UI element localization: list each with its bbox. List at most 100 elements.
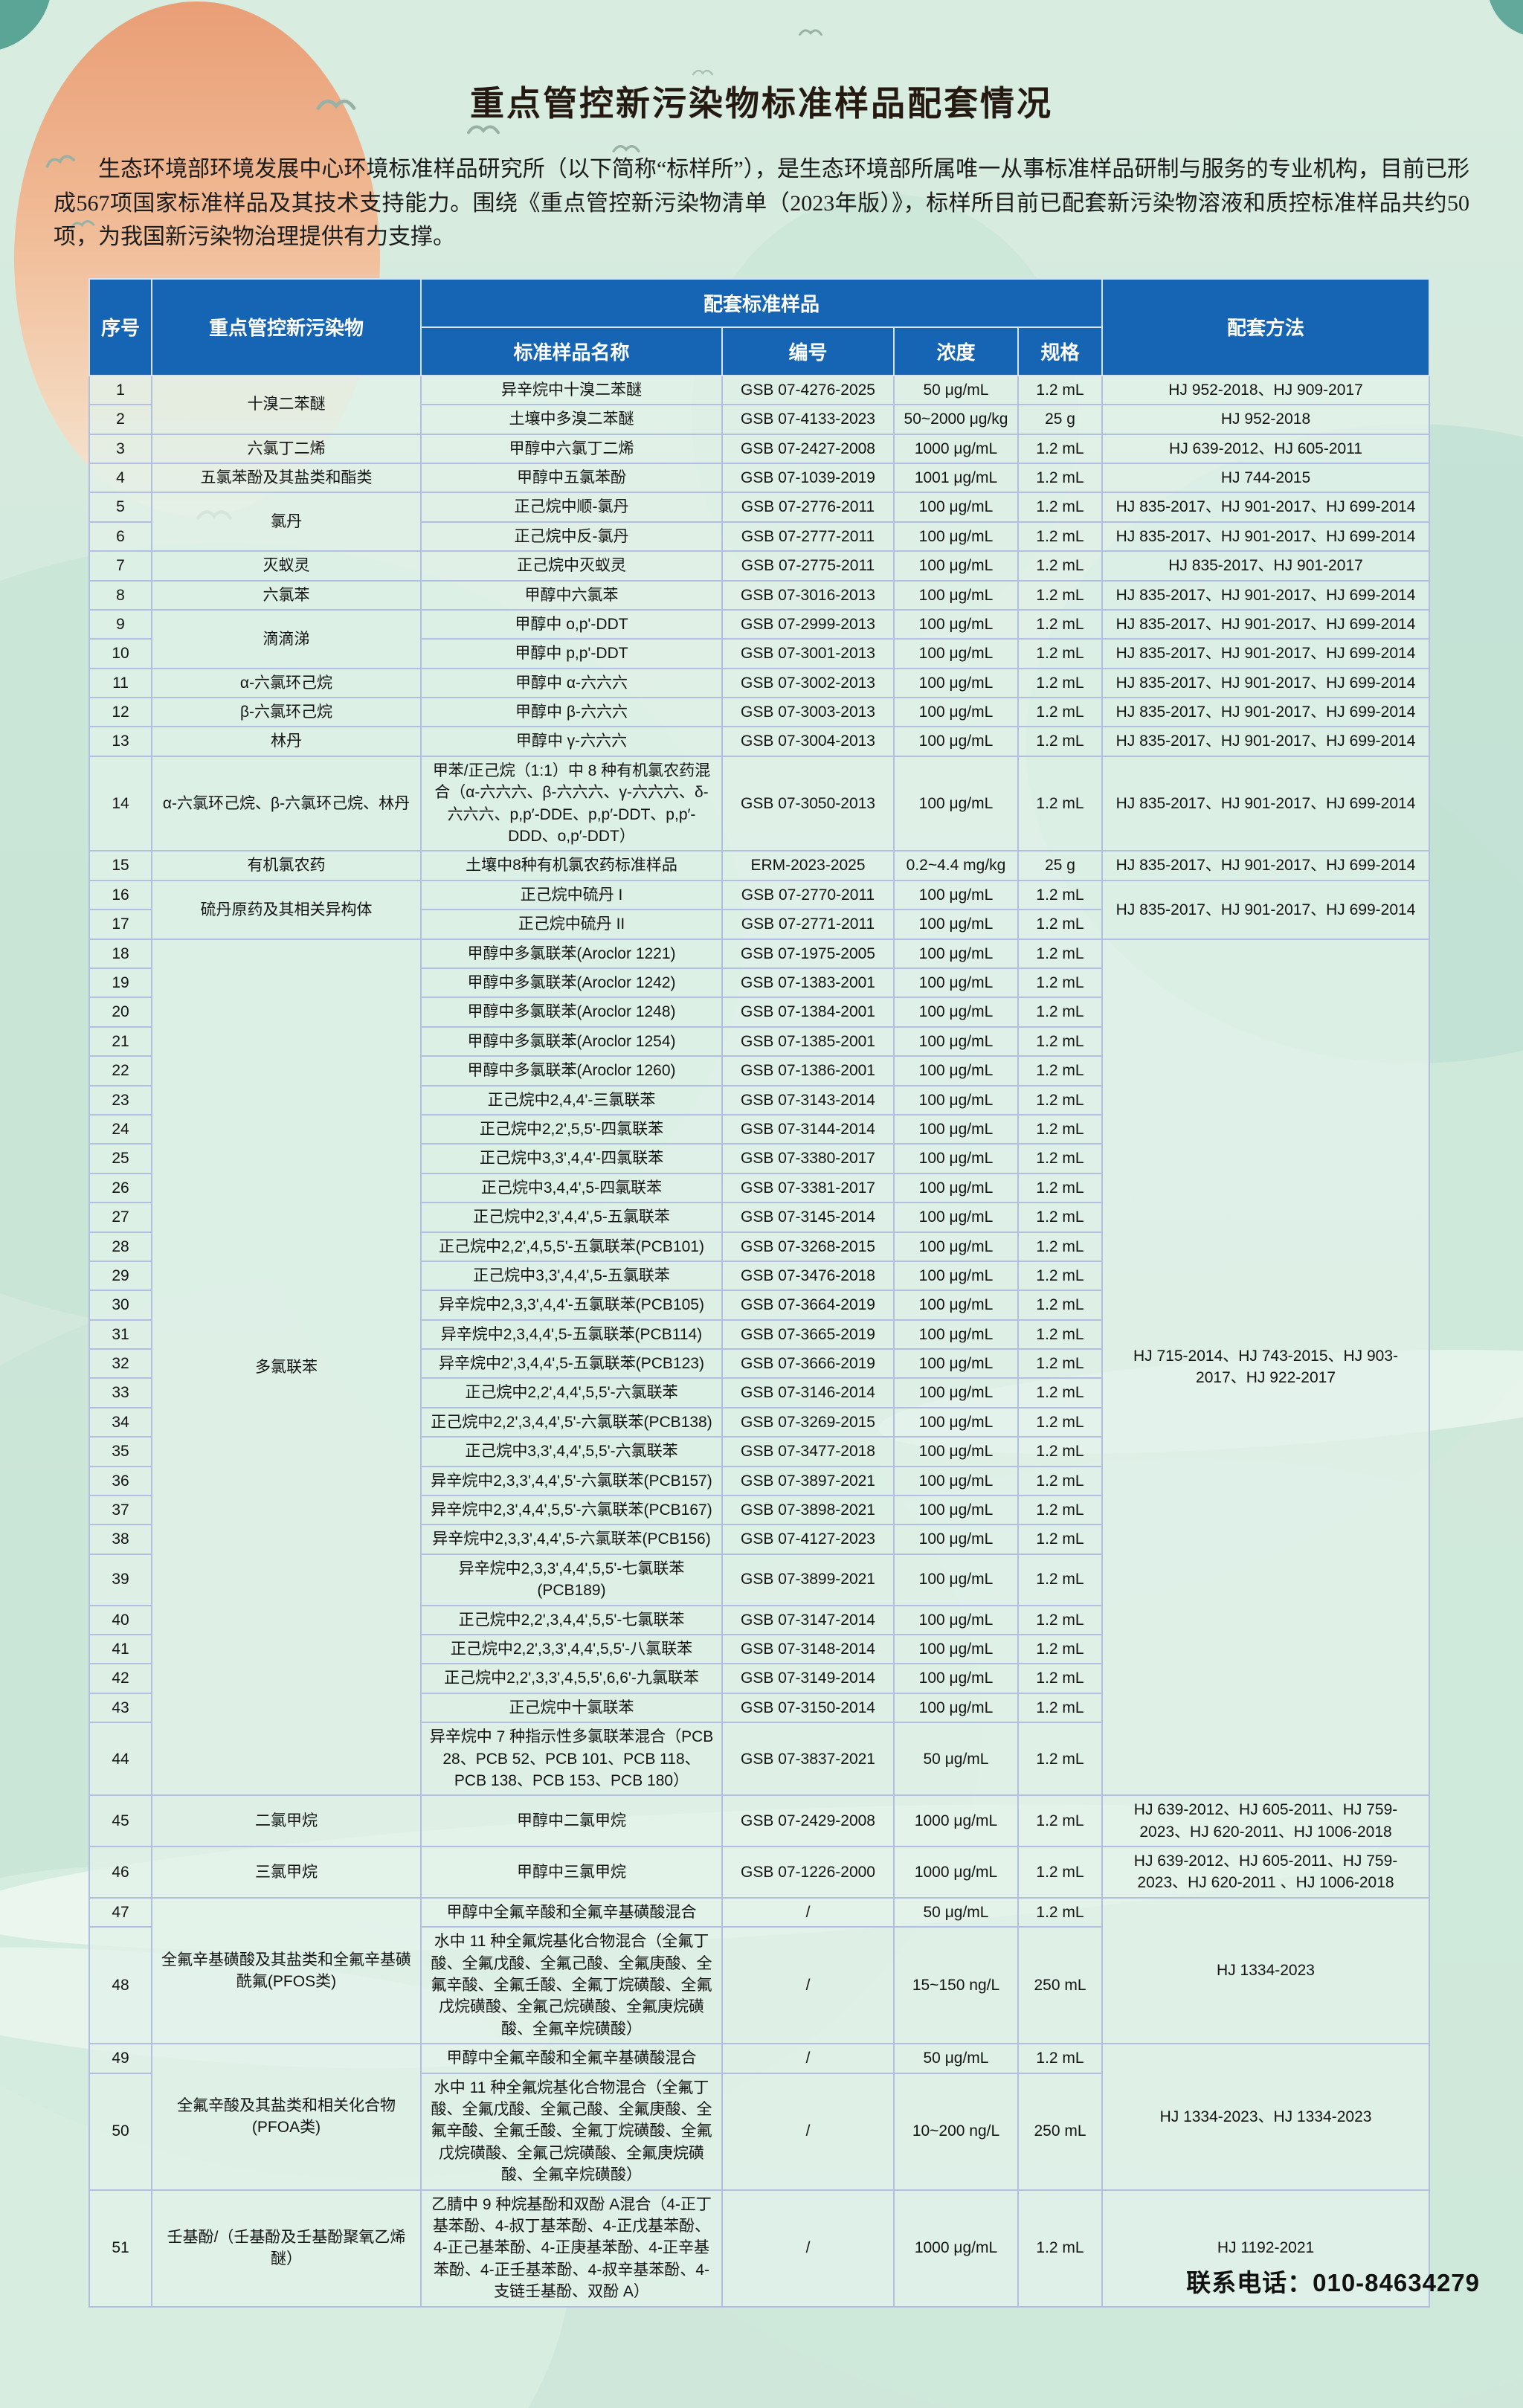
spec-cell: 1.2 mL	[1017, 1055, 1104, 1087]
pollutant-cell: 滴滴涕	[151, 608, 422, 669]
code-cell: GSB 07-1039-2019	[721, 462, 895, 494]
concentration-cell: 100 μg/mL	[893, 1436, 1019, 1467]
table-body: 1 十溴二苯醚 异辛烷中十溴二苯醚 GSB 07-4276-2025 50 μg/mL 1…	[88, 374, 1431, 2308]
spec-cell: 1.2 mL	[1017, 726, 1104, 757]
concentration-cell: 100 μg/mL	[893, 1084, 1019, 1116]
spec-cell: 1.2 mL	[1017, 697, 1104, 728]
row-no-cell: 37	[88, 1495, 152, 1526]
row-no-cell: 51	[88, 2189, 152, 2308]
concentration-cell: 100 μg/mL	[893, 967, 1019, 999]
spec-cell: 1.2 mL	[1017, 579, 1104, 611]
concentration-cell: 100 μg/mL	[893, 1553, 1019, 1606]
spec-cell: 1.2 mL	[1017, 1377, 1104, 1409]
table-row: 28 正己烷中2,2',4,5,5'-五氯联苯(PCB101) GSB 07-326…	[88, 1231, 1429, 1262]
row-no-cell: 18	[88, 938, 152, 969]
pollutant-cell: 二氯甲烷	[151, 1794, 422, 1848]
method-cell: HJ 715-2014、HJ 743-2015、HJ 903-2017、HJ 9…	[1101, 938, 1431, 1797]
col-header-group: 配套标准样品	[419, 277, 1104, 328]
method-cell: HJ 835-2017、HJ 901-2017、HJ 699-2014	[1101, 726, 1431, 757]
code-cell: GSB 07-2770-2011	[721, 879, 895, 911]
code-cell: GSB 07-3899-2021	[721, 1553, 895, 1606]
method-cell: HJ 835-2017、HJ 901-2017	[1101, 550, 1431, 582]
code-cell: /	[721, 1926, 895, 2045]
row-no-cell: 10	[88, 638, 152, 669]
concentration-cell: 1000 μg/mL	[893, 1846, 1019, 1899]
table-row: 24 正己烷中2,2',5,5'-四氯联苯 GSB 07-3144-2014 100 …	[88, 1113, 1429, 1145]
code-cell: GSB 07-3003-2013	[721, 697, 895, 728]
code-cell: GSB 07-3837-2021	[721, 1722, 895, 1797]
pollutant-cell: 有机氯农药	[151, 850, 422, 881]
spec-cell: 1.2 mL	[1017, 1465, 1104, 1497]
spec-cell: 1.2 mL	[1017, 1604, 1104, 1635]
row-no-cell: 27	[88, 1202, 152, 1233]
sample-name-cell: 正己烷中硫丹 II	[420, 909, 723, 940]
sample-name-cell: 水中 11 种全氟烷基化合物混合（全氟丁酸、全氟戊酸、全氟己酸、全氟庚酸、全氟辛…	[420, 1926, 723, 2045]
code-cell: GSB 07-3149-2014	[721, 1663, 895, 1694]
concentration-cell: 100 μg/mL	[893, 1633, 1019, 1665]
code-cell: GSB 07-4276-2025	[721, 374, 895, 406]
spec-cell: 1.2 mL	[1017, 1692, 1104, 1724]
code-cell: GSB 07-3143-2014	[721, 1084, 895, 1116]
table-row: 31 异辛烷中2,3,4,4',5-五氯联苯(PCB114) GSB 07-3665…	[88, 1319, 1429, 1351]
sample-name-cell: 异辛烷中2',3,4,4',5-五氯联苯(PCB123)	[420, 1348, 723, 1380]
concentration-cell: 100 μg/mL	[893, 1290, 1019, 1321]
pollutant-cell: 五氯苯酚及其盐类和酯类	[151, 462, 422, 494]
pollutant-cell: 氯丹	[151, 492, 422, 553]
code-cell: GSB 07-2775-2011	[721, 550, 895, 582]
table-row: 17 正己烷中硫丹 II GSB 07-2771-2011 100 μg/mL 1.2 …	[88, 909, 1429, 940]
concentration-cell: 100 μg/mL	[893, 1495, 1019, 1526]
code-cell: GSB 07-2999-2013	[721, 608, 895, 640]
concentration-cell: 100 μg/mL	[893, 726, 1019, 757]
spec-cell: 25 g	[1017, 404, 1104, 435]
sample-name-cell: 正己烷中2,2',3,3',4,4',5,5'-八氯联苯	[420, 1633, 723, 1665]
code-cell: GSB 07-3898-2021	[721, 1495, 895, 1526]
table-row: 43 正己烷中十氯联苯 GSB 07-3150-2014 100 μg/mL 1.2 m…	[88, 1692, 1429, 1724]
col-header-code: 编号	[721, 326, 895, 376]
sample-name-cell: 正己烷中硫丹 I	[420, 879, 723, 911]
sample-name-cell: 甲醇中多氯联苯(Aroclor 1260)	[420, 1055, 723, 1087]
spec-cell: 1.2 mL	[1017, 1143, 1104, 1174]
row-no-cell: 38	[88, 1524, 152, 1555]
concentration-cell: 100 μg/mL	[893, 997, 1019, 1028]
concentration-cell: 100 μg/mL	[893, 938, 1019, 969]
sample-name-cell: 异辛烷中2,3,4,4',5-五氯联苯(PCB114)	[420, 1319, 723, 1351]
sample-name-cell: 甲醇中全氟辛酸和全氟辛基磺酸混合	[420, 1896, 723, 1928]
spec-cell: 1.2 mL	[1017, 433, 1104, 464]
code-cell: GSB 07-3269-2015	[721, 1406, 895, 1438]
code-cell: GSB 07-1975-2005	[721, 938, 895, 969]
row-no-cell: 35	[88, 1436, 152, 1467]
concentration-cell: 100 μg/mL	[893, 1172, 1019, 1204]
table-row: 40 正己烷中2,2',3,4,4',5,5'-七氯联苯 GSB 07-3147-2…	[88, 1604, 1429, 1635]
row-no-cell: 44	[88, 1722, 152, 1797]
method-cell: HJ 835-2017、HJ 901-2017、HJ 699-2014	[1101, 667, 1431, 699]
table-row: 50 水中 11 种全氟烷基化合物混合（全氟丁酸、全氟戊酸、全氟己酸、全氟庚酸、全…	[88, 2072, 1429, 2191]
spec-cell: 1.2 mL	[1017, 492, 1104, 523]
code-cell: GSB 07-3002-2013	[721, 667, 895, 699]
spec-cell: 1.2 mL	[1017, 1722, 1104, 1797]
standards-table: 序号 重点管控新污染物 配套标准样品 配套方法 标准样品名称 编号 浓度 规格 …	[88, 277, 1431, 2308]
sample-name-cell: 甲醇中 γ-六六六	[420, 726, 723, 757]
col-header-pollutant: 重点管控新污染物	[151, 277, 422, 376]
spec-cell: 1.2 mL	[1017, 608, 1104, 640]
spec-cell: 1.2 mL	[1017, 550, 1104, 582]
concentration-cell: 100 μg/mL	[893, 1406, 1019, 1438]
row-no-cell: 9	[88, 608, 152, 640]
row-no-cell: 23	[88, 1084, 152, 1116]
code-cell: /	[721, 1896, 895, 1928]
row-no-cell: 4	[88, 462, 152, 494]
code-cell: GSB 07-3144-2014	[721, 1113, 895, 1145]
code-cell: ERM-2023-2025	[721, 850, 895, 881]
concentration-cell: 100 μg/mL	[893, 579, 1019, 611]
method-cell: HJ 835-2017、HJ 901-2017、HJ 699-2014	[1101, 697, 1431, 728]
table-row: 38 异辛烷中2,3,3',4,4',5-六氯联苯(PCB156) GSB 07-4…	[88, 1524, 1429, 1555]
row-no-cell: 2	[88, 404, 152, 435]
table-row: 20 甲醇中多氯联苯(Aroclor 1248) GSB 07-1384-2001 1…	[88, 997, 1429, 1028]
spec-cell: 1.2 mL	[1017, 1260, 1104, 1292]
method-cell: HJ 952-2018、HJ 909-2017	[1101, 374, 1431, 406]
col-header-method: 配套方法	[1101, 277, 1431, 376]
bird-icon	[316, 99, 356, 110]
sample-name-cell: 正己烷中反-氯丹	[420, 521, 723, 553]
spec-cell: 1.2 mL	[1017, 909, 1104, 940]
sample-name-cell: 正己烷中十氯联苯	[420, 1692, 723, 1724]
table-row: 13 林丹 甲醇中 γ-六六六 GSB 07-3004-2013 100 μg/mL 1.…	[88, 726, 1431, 757]
